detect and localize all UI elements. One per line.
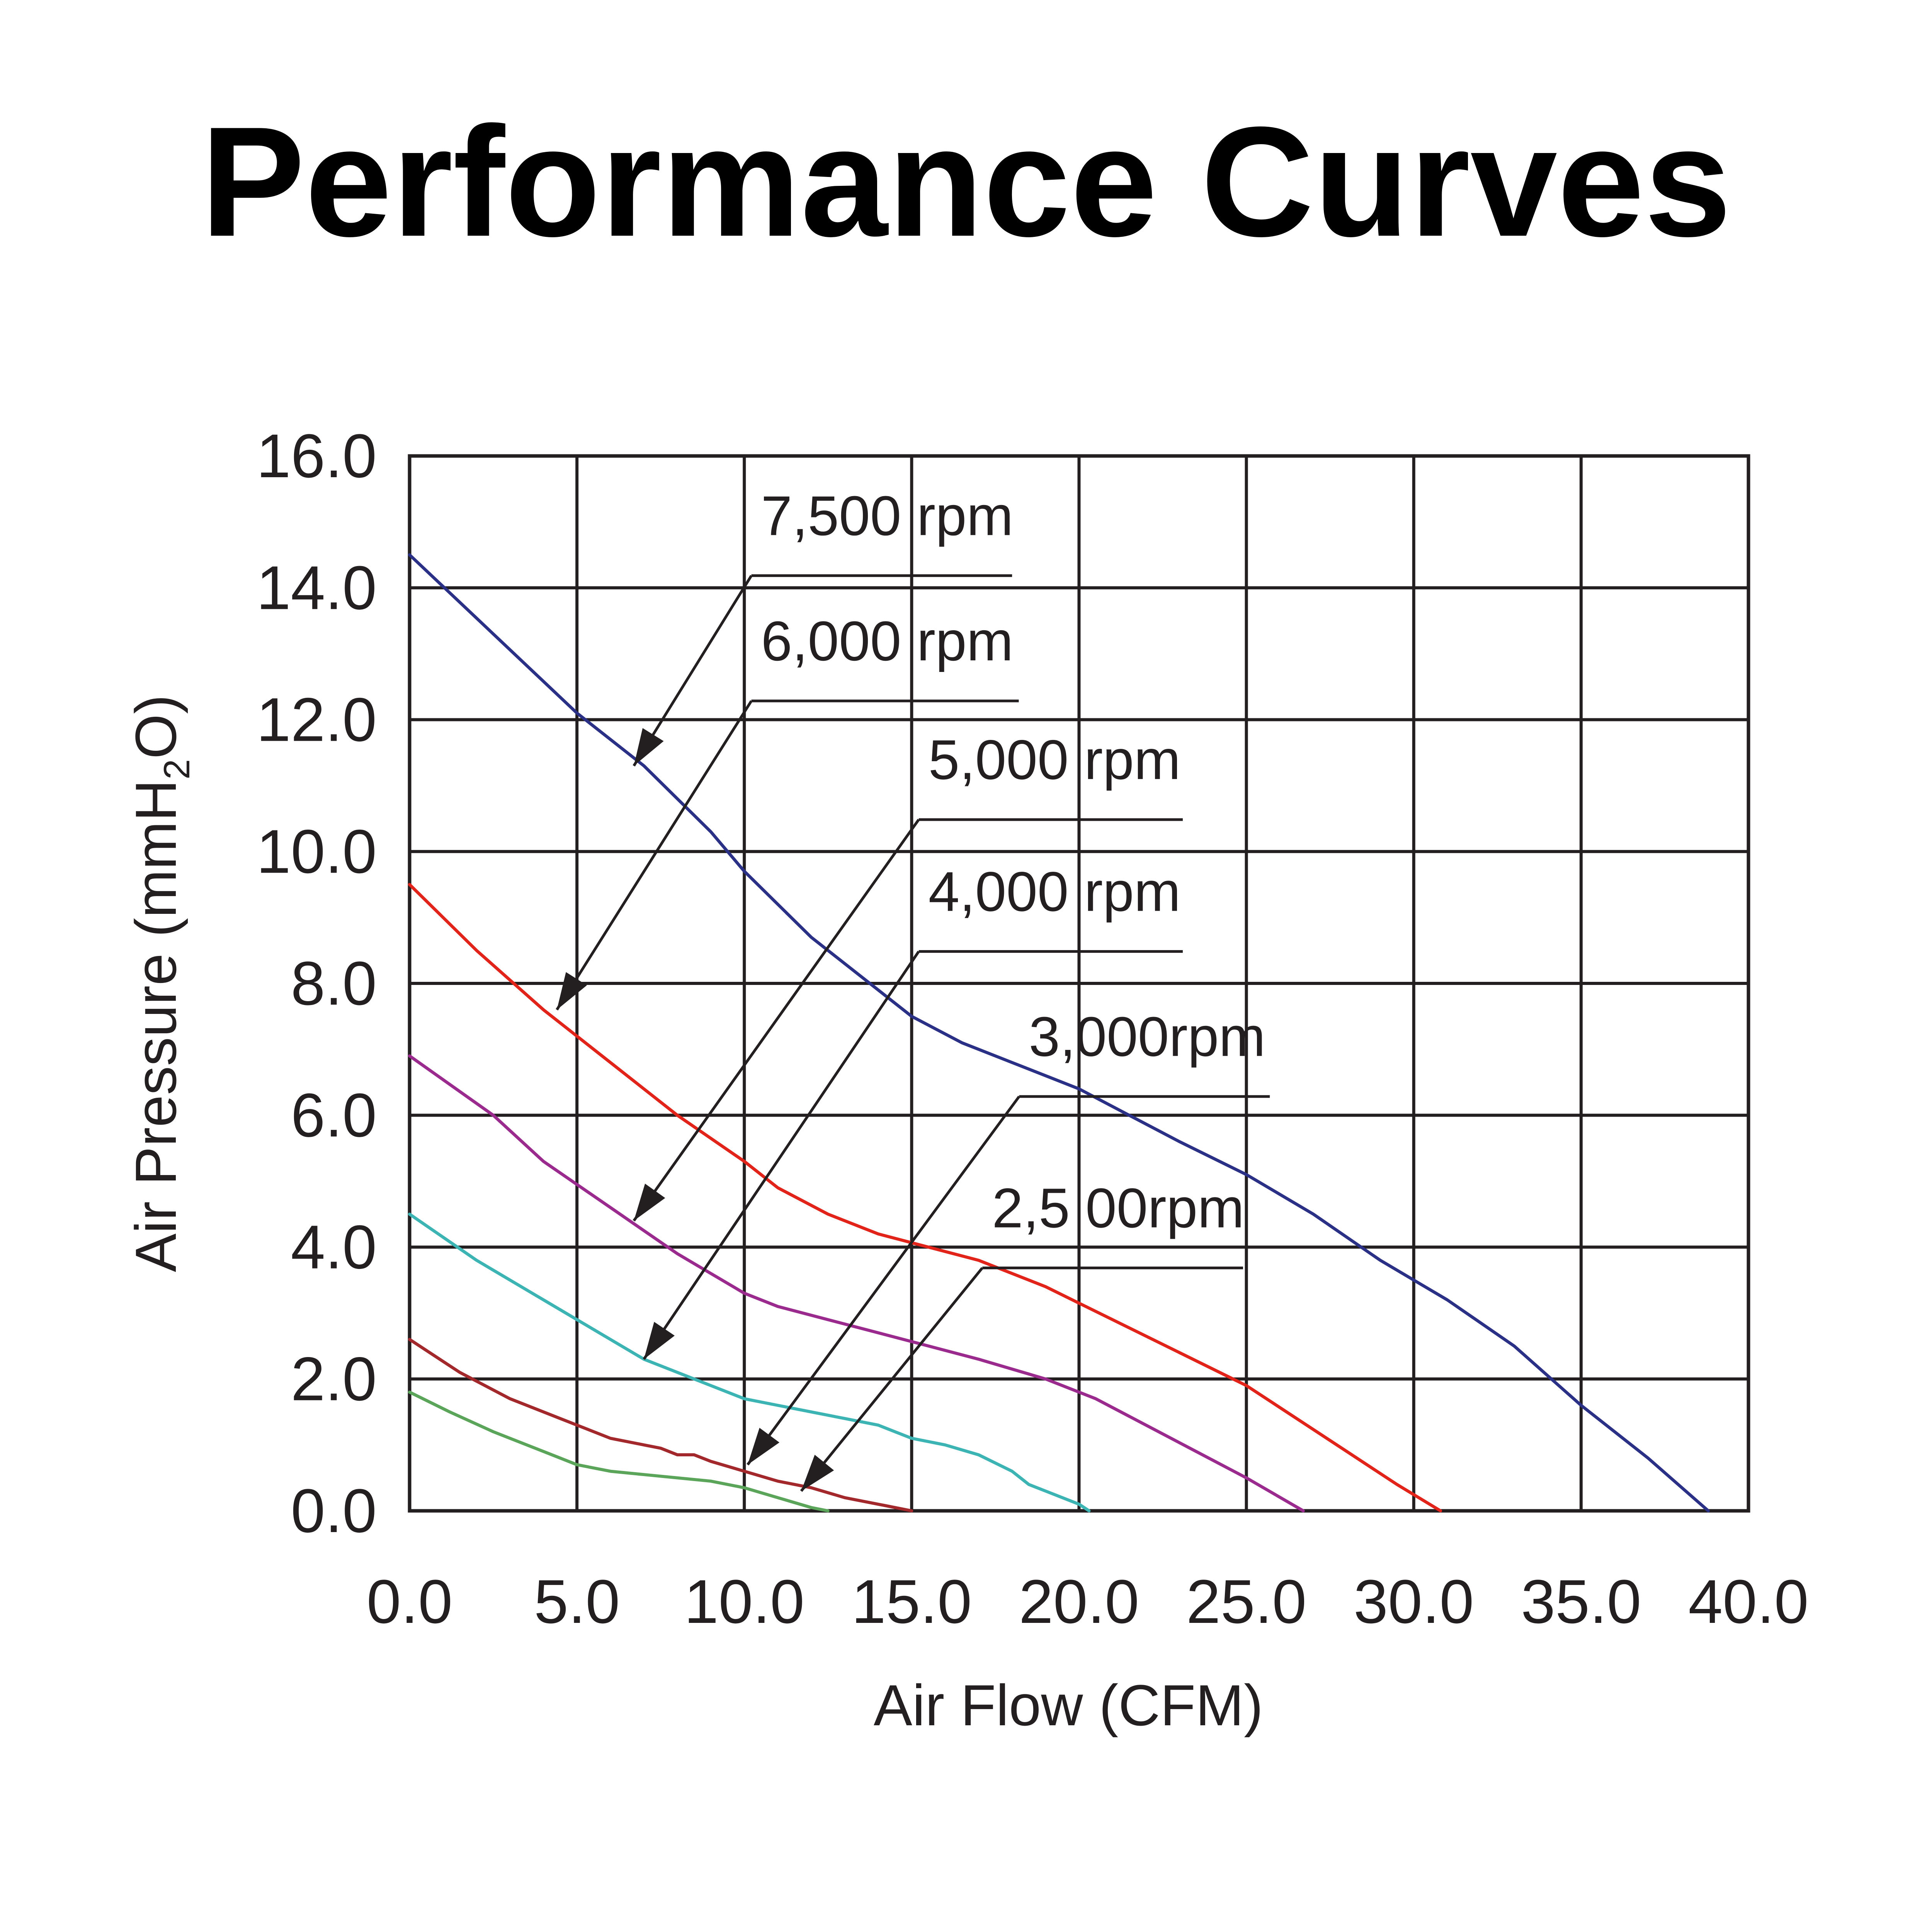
annotation-leader-line bbox=[800, 1267, 983, 1492]
y-tick-label-0-0: 0.0 bbox=[291, 1476, 377, 1545]
x-axis-label: Air Flow (CFM) bbox=[874, 1673, 1263, 1738]
grid bbox=[408, 454, 1750, 1513]
annotation-arrowhead bbox=[557, 972, 587, 1010]
series-line-2-5-00rpm bbox=[408, 1390, 830, 1512]
x-tick-label-35-0: 35.0 bbox=[1521, 1567, 1641, 1636]
y-axis-label: Air Pressure (mmH2O) bbox=[123, 695, 197, 1272]
annotation-leader-line bbox=[633, 819, 920, 1222]
x-tick-label-30-0: 30.0 bbox=[1354, 1567, 1474, 1636]
x-tick-label-25-0: 25.0 bbox=[1186, 1567, 1306, 1636]
annotation-leader-line bbox=[747, 1095, 1020, 1466]
annotation-arrowhead bbox=[634, 728, 664, 766]
annotation-leader-line bbox=[643, 951, 920, 1360]
chart-title: Performance Curves bbox=[201, 94, 1731, 269]
series-line-3-000rpm bbox=[408, 1338, 913, 1512]
annotation-5-000-rpm: 5,000 rpm bbox=[633, 728, 1183, 1222]
y-tick-label-10-0: 10.0 bbox=[257, 817, 377, 886]
plot-frame bbox=[408, 454, 1750, 1513]
annotation-label: 3,000rpm bbox=[1029, 1005, 1266, 1068]
x-tick-label-5-0: 5.0 bbox=[534, 1567, 620, 1636]
series-line-6-000-rpm bbox=[408, 883, 1442, 1512]
annotation-arrowhead bbox=[801, 1454, 834, 1491]
x-tick-label-40-0: 40.0 bbox=[1688, 1567, 1808, 1636]
annotation-label: 2,5 00rpm bbox=[992, 1177, 1244, 1239]
annotation-leader-line bbox=[556, 700, 753, 1011]
y-tick-label-6-0: 6.0 bbox=[291, 1080, 377, 1150]
y-axis-label-subscript: 2 bbox=[156, 759, 197, 779]
y-tick-label-14-0: 14.0 bbox=[257, 553, 377, 622]
annotation-leader-line bbox=[633, 575, 753, 767]
y-axis-label-suffix: O) bbox=[123, 695, 188, 759]
x-tick-label-20-0: 20.0 bbox=[1019, 1567, 1139, 1636]
x-tick-label-15-0: 15.0 bbox=[852, 1567, 972, 1636]
y-tick-label-4-0: 4.0 bbox=[291, 1213, 377, 1282]
y-tick-label-12-0: 12.0 bbox=[257, 685, 377, 754]
tick-labels: 0.0 5.0 10.0 15.0 20.0 25.0 30.0 35.0 40.0 0.0 2.0… bbox=[257, 421, 1809, 1636]
series-line-5-000-rpm bbox=[408, 1054, 1305, 1512]
series-lines bbox=[408, 553, 1710, 1512]
annotation-6-000-rpm: 6,000 rpm bbox=[556, 610, 1019, 1011]
series-annotations: 7,500 rpm 6,000 rpm 5,000 rpm 4,000 rpm 3,00… bbox=[556, 485, 1270, 1492]
series-line-4-000-rpm bbox=[408, 1213, 1091, 1512]
y-tick-label-8-0: 8.0 bbox=[291, 949, 377, 1018]
annotation-7-500-rpm: 7,500 rpm bbox=[633, 485, 1014, 767]
y-tick-label-16-0: 16.0 bbox=[257, 421, 377, 490]
annotation-2-5-00rpm: 2,5 00rpm bbox=[800, 1177, 1244, 1492]
y-tick-label-2-0: 2.0 bbox=[291, 1344, 377, 1413]
annotation-arrowhead bbox=[634, 1184, 665, 1221]
annotation-arrowhead bbox=[747, 1428, 780, 1465]
annotation-label: 7,500 rpm bbox=[761, 485, 1014, 547]
annotation-label: 4,000 rpm bbox=[929, 860, 1181, 923]
annotation-3-000rpm: 3,000rpm bbox=[747, 1005, 1270, 1466]
annotation-4-000-rpm: 4,000 rpm bbox=[643, 860, 1183, 1360]
y-axis-label-prefix: Air Pressure (mmH bbox=[123, 779, 188, 1272]
x-tick-label-0-0: 0.0 bbox=[367, 1567, 452, 1636]
annotation-arrowhead bbox=[644, 1321, 675, 1359]
series-line-7-500-rpm bbox=[408, 553, 1710, 1512]
annotation-label: 5,000 rpm bbox=[929, 728, 1181, 791]
x-tick-label-10-0: 10.0 bbox=[684, 1567, 804, 1636]
annotation-label: 6,000 rpm bbox=[761, 610, 1014, 672]
